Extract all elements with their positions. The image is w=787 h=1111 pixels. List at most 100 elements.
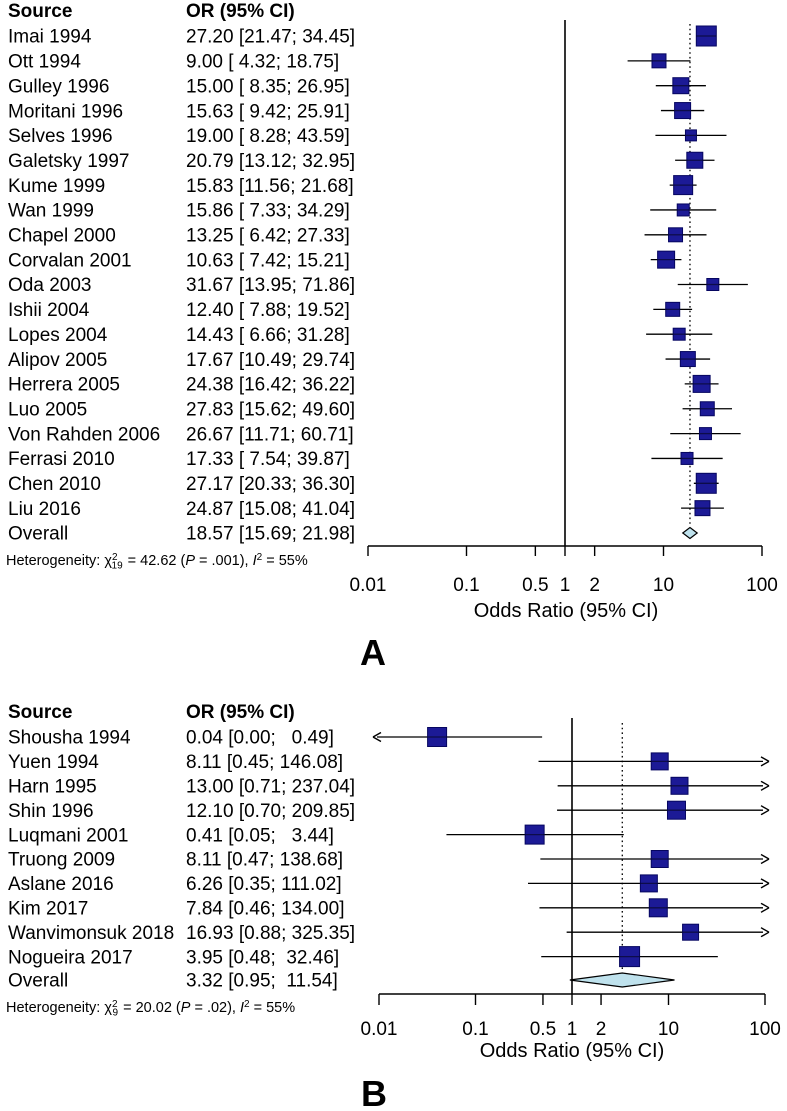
- study-or-label: 19.00 [ 8.28; 43.59]: [186, 126, 350, 147]
- overall-or-label: 18.57 [15.69; 21.98]: [186, 524, 355, 545]
- x-axis-tick-label: 10: [653, 575, 674, 596]
- study-source-label: Galetsky 1997: [8, 151, 129, 172]
- overall-diamond: [569, 972, 675, 988]
- study-or-label: 27.20 [21.47; 34.45]: [186, 27, 355, 48]
- study-source-label: Ott 1994: [8, 52, 81, 73]
- study-source-label: Aslane 2016: [8, 874, 114, 895]
- study-source-label: Ishii 2004: [8, 300, 90, 321]
- x-axis-tick-label: 100: [749, 1019, 781, 1040]
- study-source-label: Imai 1994: [8, 27, 92, 48]
- overall-diamond: [681, 526, 699, 540]
- x-axis-tick-label: 100: [746, 575, 778, 596]
- panel-label: A: [360, 632, 386, 673]
- study-or-label: 26.67 [11.71; 60.71]: [186, 424, 354, 445]
- overall-source-label: Overall: [8, 971, 68, 992]
- study-source-label: Shin 1996: [8, 801, 94, 822]
- ci-arrow-right-icon: [760, 927, 770, 938]
- study-source-label: Gulley 1996: [8, 76, 109, 97]
- study-or-label: 12.40 [ 7.88; 19.52]: [186, 300, 350, 321]
- heterogeneity-note: Heterogeneity: χ2 9 = 20.02 (P = .02), I2…: [6, 999, 295, 1019]
- study-or-label: 7.84 [0.46; 134.00]: [186, 899, 344, 920]
- study-or-label: 27.83 [15.62; 49.60]: [186, 399, 355, 420]
- column-header-or: OR (95% CI): [186, 1, 295, 22]
- study-or-label: 12.10 [0.70; 209.85]: [186, 801, 355, 822]
- study-source-label: Harn 1995: [8, 777, 97, 798]
- study-or-label: 15.63 [ 9.42; 25.91]: [186, 101, 350, 122]
- study-or-label: 13.00 [0.71; 237.04]: [186, 777, 355, 798]
- study-source-label: Yuen 1994: [8, 752, 99, 773]
- study-source-label: Alipov 2005: [8, 350, 107, 371]
- x-axis-tick-label: 0.01: [361, 1019, 398, 1040]
- study-or-label: 6.26 [0.35; 111.02]: [186, 874, 342, 895]
- study-source-label: Selves 1996: [8, 126, 113, 147]
- forest-panel-a: Source OR (95% CI) Imai 1994 27.20 [21.47; …: [6, 1, 778, 673]
- study-source-label: Nogueira 2017: [8, 947, 133, 968]
- x-axis-tick-label: 1: [567, 1019, 578, 1040]
- study-or-label: 0.04 [0.00; 0.49]: [186, 728, 334, 749]
- study-source-label: Wanvimonsuk 2018: [8, 923, 174, 944]
- study-source-label: Liu 2016: [8, 499, 81, 520]
- x-axis-tick-label: 0.01: [350, 575, 387, 596]
- ci-arrow-right-icon: [760, 878, 770, 889]
- x-axis-title: Odds Ratio (95% CI): [480, 1040, 665, 1062]
- panel-label: B: [361, 1073, 387, 1111]
- overall-or-label: 3.32 [0.95; 11.54]: [186, 971, 338, 992]
- study-or-label: 8.11 [0.45; 146.08]: [186, 752, 343, 773]
- study-or-label: 16.93 [0.88; 325.35]: [186, 923, 355, 944]
- study-source-label: Oda 2003: [8, 275, 91, 296]
- study-or-label: 31.67 [13.95; 71.86]: [186, 275, 355, 296]
- ci-arrow-right-icon: [760, 853, 770, 865]
- study-or-label: 8.11 [0.47; 138.68]: [186, 850, 343, 871]
- study-or-label: 15.83 [11.56; 21.68]: [186, 176, 354, 197]
- column-header-source: Source: [8, 1, 72, 22]
- ci-arrow-right-icon: [760, 805, 770, 816]
- study-or-label: 17.67 [10.49; 29.74]: [186, 350, 355, 371]
- study-source-label: Luqmani 2001: [8, 825, 128, 846]
- study-or-label: 14.43 [ 6.66; 31.28]: [186, 325, 350, 346]
- heterogeneity-note: Heterogeneity: χ2 19 = 42.62 (P = .001), …: [6, 552, 308, 572]
- x-axis-tick-label: 2: [596, 1019, 607, 1040]
- study-source-label: Von Rahden 2006: [8, 424, 160, 445]
- x-axis-tick-label: 0.5: [530, 1019, 556, 1040]
- study-source-label: Ferrasi 2010: [8, 449, 115, 470]
- study-source-label: Herrera 2005: [8, 375, 120, 396]
- study-source-label: Wan 1999: [8, 201, 94, 222]
- study-or-label: 27.17 [20.33; 36.30]: [186, 474, 355, 495]
- study-source-label: Luo 2005: [8, 399, 87, 420]
- study-source-label: Chen 2010: [8, 474, 101, 495]
- study-source-label: Kume 1999: [8, 176, 105, 197]
- overall-source-label: Overall: [8, 524, 68, 545]
- ci-arrow-right-icon: [760, 780, 770, 791]
- study-source-label: Lopes 2004: [8, 325, 108, 346]
- x-axis-tick-label: 0.1: [453, 575, 479, 596]
- ci-arrow-right-icon: [760, 902, 770, 913]
- study-source-label: Truong 2009: [8, 850, 115, 871]
- study-or-label: 3.95 [0.48; 32.46]: [186, 947, 339, 968]
- x-axis-title: Odds Ratio (95% CI): [474, 600, 659, 622]
- study-source-label: Kim 2017: [8, 899, 88, 920]
- study-or-label: 20.79 [13.12; 32.95]: [186, 151, 355, 172]
- study-or-label: 24.38 [16.42; 36.22]: [186, 375, 355, 396]
- study-or-label: 17.33 [ 7.54; 39.87]: [186, 449, 350, 470]
- study-or-label: 15.00 [ 8.35; 26.95]: [186, 76, 350, 97]
- x-axis-tick-label: 2: [589, 575, 600, 596]
- column-header-or: OR (95% CI): [186, 702, 295, 723]
- study-or-label: 13.25 [ 6.42; 27.33]: [186, 226, 350, 247]
- study-source-label: Shousha 1994: [8, 728, 131, 749]
- forest-panel-b: Source OR (95% CI) Shousha 1994 0.04 [0.00;…: [6, 702, 781, 1111]
- x-axis-tick-label: 0.5: [522, 575, 548, 596]
- study-or-label: 24.87 [15.08; 41.04]: [186, 499, 355, 520]
- ci-arrow-left-icon: [372, 731, 382, 743]
- study-or-label: 0.41 [0.05; 3.44]: [186, 825, 334, 846]
- study-source-label: Corvalan 2001: [8, 250, 132, 271]
- study-source-label: Chapel 2000: [8, 226, 116, 247]
- study-or-label: 15.86 [ 7.33; 34.29]: [186, 201, 350, 222]
- column-header-source: Source: [8, 702, 72, 723]
- study-or-label: 10.63 [ 7.42; 15.21]: [186, 250, 350, 271]
- ci-arrow-right-icon: [760, 756, 770, 767]
- study-source-label: Moritani 1996: [8, 101, 123, 122]
- x-axis-tick-label: 10: [658, 1019, 679, 1040]
- study-or-label: 9.00 [ 4.32; 18.75]: [186, 52, 339, 73]
- x-axis-tick-label: 0.1: [462, 1019, 488, 1040]
- x-axis-tick-label: 1: [560, 575, 571, 596]
